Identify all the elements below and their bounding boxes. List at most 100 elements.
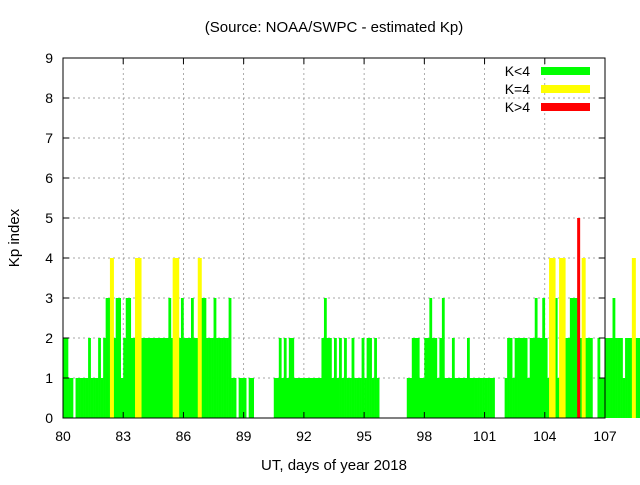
kp-bar <box>209 338 212 418</box>
kp-bar <box>274 378 277 418</box>
kp-bar <box>103 338 106 418</box>
kp-bar <box>206 338 209 418</box>
kp-bar <box>444 378 447 418</box>
kp-bar <box>414 338 417 418</box>
kp-bar <box>520 338 523 418</box>
kp-bar <box>204 298 207 418</box>
kp-bar <box>279 338 282 418</box>
kp-bar <box>613 298 616 418</box>
kp-bar <box>462 378 465 418</box>
kp-bar <box>347 378 350 418</box>
kp-bar <box>412 338 415 418</box>
kp-bar <box>459 378 462 418</box>
kp-bar <box>88 338 91 418</box>
kp-bar <box>306 378 309 418</box>
kp-bar <box>311 378 314 418</box>
legend-label: K=4 <box>505 81 531 97</box>
kp-bar <box>567 338 570 418</box>
kp-bar <box>224 338 227 418</box>
kp-bar <box>284 338 287 418</box>
kp-bar <box>530 338 533 418</box>
kp-bar <box>239 378 242 418</box>
kp-bar <box>249 378 252 418</box>
kp-bar <box>143 338 146 418</box>
kp-bar <box>352 338 355 418</box>
kp-bar <box>314 378 317 418</box>
chart-title: (Source: NOAA/SWPC - estimated Kp) <box>205 19 463 36</box>
kp-bar <box>419 378 422 418</box>
kp-bar <box>608 338 611 418</box>
kp-bar <box>570 298 573 418</box>
kp-bar <box>281 378 284 418</box>
kp-bar <box>628 338 631 418</box>
kp-bar <box>168 298 171 418</box>
kp-bar <box>505 378 508 418</box>
kp-bar <box>437 378 440 418</box>
kp-bar <box>68 378 71 418</box>
y-tick-label: 3 <box>45 290 53 306</box>
legend: K<4K=4K>4 <box>505 63 590 115</box>
kp-bar <box>175 258 179 418</box>
kp-bar <box>452 338 455 418</box>
kp-bar <box>587 338 590 418</box>
kp-bar <box>116 298 119 418</box>
kp-bar <box>507 338 510 418</box>
kp-bar <box>251 378 254 418</box>
kp-bar <box>409 378 412 418</box>
kp-bar <box>294 378 297 418</box>
kp-bar <box>101 378 104 418</box>
kp-bar <box>480 378 483 418</box>
bars-layer <box>63 218 640 418</box>
kp-bar <box>138 258 142 418</box>
kp-bar <box>552 258 556 418</box>
kp-bar <box>618 338 621 418</box>
kp-bar <box>429 298 432 418</box>
kp-bar <box>359 378 362 418</box>
kp-bar <box>470 378 473 418</box>
kp-bar <box>329 338 332 418</box>
x-tick-label: 107 <box>593 428 617 444</box>
kp-bar <box>542 298 545 418</box>
kp-bar <box>367 338 370 418</box>
kp-bar <box>464 378 467 418</box>
kp-bar <box>517 338 520 418</box>
kp-bar <box>407 378 410 418</box>
kp-bar <box>186 338 189 418</box>
kp-bar <box>354 378 357 418</box>
y-tick-label: 4 <box>45 250 53 266</box>
kp-bar <box>151 338 154 418</box>
y-tick-label: 5 <box>45 210 53 226</box>
kp-bar <box>98 338 101 418</box>
legend-swatch <box>541 85 590 93</box>
kp-bar <box>181 298 184 418</box>
kp-bar <box>467 338 470 418</box>
kp-bar <box>522 338 525 418</box>
kp-bar <box>106 298 109 418</box>
legend-swatch <box>541 103 590 111</box>
kp-bar <box>377 378 380 418</box>
kp-bar <box>198 258 202 418</box>
kp-bar <box>625 338 628 418</box>
kp-bar <box>226 338 229 418</box>
kp-bar <box>234 378 237 418</box>
kp-bar <box>527 378 530 418</box>
kp-bar <box>286 378 289 418</box>
kp-bar <box>615 338 618 418</box>
kp-bar <box>309 378 312 418</box>
kp-bar <box>118 298 121 418</box>
y-tick-label: 6 <box>45 170 53 186</box>
kp-bar <box>572 298 575 418</box>
kp-bar <box>219 338 222 418</box>
kp-bar <box>632 258 636 418</box>
kp-bar <box>326 338 329 418</box>
kp-bar <box>447 378 450 418</box>
x-axis-label: UT, days of year 2018 <box>261 457 407 474</box>
kp-bar <box>424 338 427 418</box>
kp-bar <box>276 378 279 418</box>
kp-bar <box>525 338 528 418</box>
kp-bar <box>339 338 342 418</box>
kp-bar <box>126 298 129 418</box>
y-tick-label: 9 <box>45 50 53 66</box>
kp-bar <box>153 338 156 418</box>
y-axis-label: Kp index <box>6 208 23 267</box>
